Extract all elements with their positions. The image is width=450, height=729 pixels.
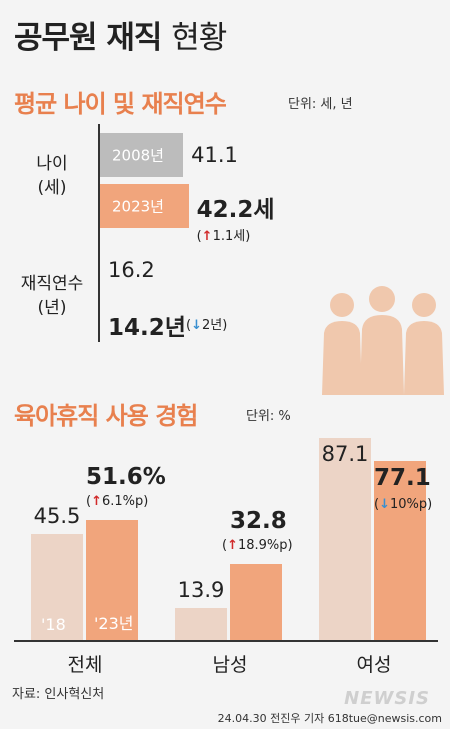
bar-age-2008: 2008년	[100, 133, 184, 177]
value-age-2023: 42.2세	[196, 197, 275, 223]
title-main: 공무원 재직	[14, 20, 162, 56]
legend-2023-label: 2023년	[112, 197, 164, 216]
credit-text: 24.04.30 전진우 기자 618tue@newsis.com	[217, 712, 442, 725]
bar-age-2023: 2023년	[100, 184, 189, 228]
brand-logo: NEWSIS	[344, 688, 430, 709]
value-men-2018: 13.9	[177, 577, 225, 602]
change-age-text: 1.1세	[212, 229, 246, 244]
axis-line	[98, 124, 100, 342]
change-total-text: 6.1%p	[101, 494, 144, 510]
row-label-age-line1: 나이	[36, 154, 68, 174]
value-tenure-2023: 14.2년	[108, 315, 186, 341]
change-total: (↑6.1%p)	[86, 494, 149, 510]
value-women-2018: 87.1	[321, 441, 369, 466]
legend-2008-label: 2008년	[112, 146, 164, 165]
bar-total-2018: '18	[31, 534, 83, 640]
title-sub: 현황	[171, 20, 227, 56]
category-label-women: 여성	[356, 654, 392, 676]
change-age: (↑1.1세)	[196, 229, 251, 244]
arrow-up-icon: ↑	[227, 537, 238, 553]
arrow-up-icon: ↑	[91, 494, 102, 510]
page-title: 공무원 재직 현황	[14, 12, 227, 57]
change-men: (↑18.9%p)	[222, 537, 293, 553]
section1-title: 평균 나이 및 재직연수	[14, 90, 227, 118]
section2-unit: 단위: %	[246, 409, 291, 424]
bar-men-2018	[175, 607, 227, 640]
category-label-total: 전체	[67, 654, 103, 676]
baseline	[14, 640, 438, 642]
change-women-text: 10%p	[389, 497, 428, 513]
change-tenure: (↓2년)	[186, 318, 228, 333]
value-men-2023: 32.8	[230, 507, 287, 534]
people-silhouette-icon	[320, 285, 450, 395]
row-label-tenure-line2: (년)	[37, 298, 67, 318]
value-age-2008: 41.1	[191, 143, 238, 167]
value-tenure-2008: 16.2	[108, 258, 155, 282]
arrow-up-icon: ↑	[201, 229, 213, 244]
bar-men-2023	[230, 563, 282, 640]
change-tenure-text: 2년	[201, 318, 223, 333]
section1-unit: 단위: 세, 년	[288, 97, 353, 112]
year-label-2018: '18	[41, 614, 66, 634]
value-women-2023: 77.1	[374, 465, 431, 492]
row-label-tenure-line1: 재직연수	[20, 274, 84, 294]
year-label-2023: '23년	[94, 613, 134, 633]
source-text: 자료: 인사혁신처	[12, 687, 105, 702]
section2-title: 육아휴직 사용 경험	[14, 402, 198, 430]
value-total-2023: 51.6%	[86, 464, 166, 491]
arrow-down-icon: ↓	[379, 497, 390, 513]
bar-total-2023: '23년	[86, 520, 138, 640]
row-label-age-line2: (세)	[37, 178, 67, 198]
change-women: (↓10%p)	[374, 497, 433, 513]
bar-women-2023	[374, 461, 426, 640]
change-men-text: 18.9%p	[237, 537, 288, 553]
value-total-2018: 45.5	[33, 504, 81, 529]
arrow-down-icon: ↓	[191, 318, 202, 333]
category-label-men: 남성	[212, 654, 248, 676]
row-label-tenure: 재직연수 (년)	[8, 272, 96, 320]
bar-women-2018	[319, 437, 371, 640]
row-label-age: 나이 (세)	[8, 152, 96, 200]
